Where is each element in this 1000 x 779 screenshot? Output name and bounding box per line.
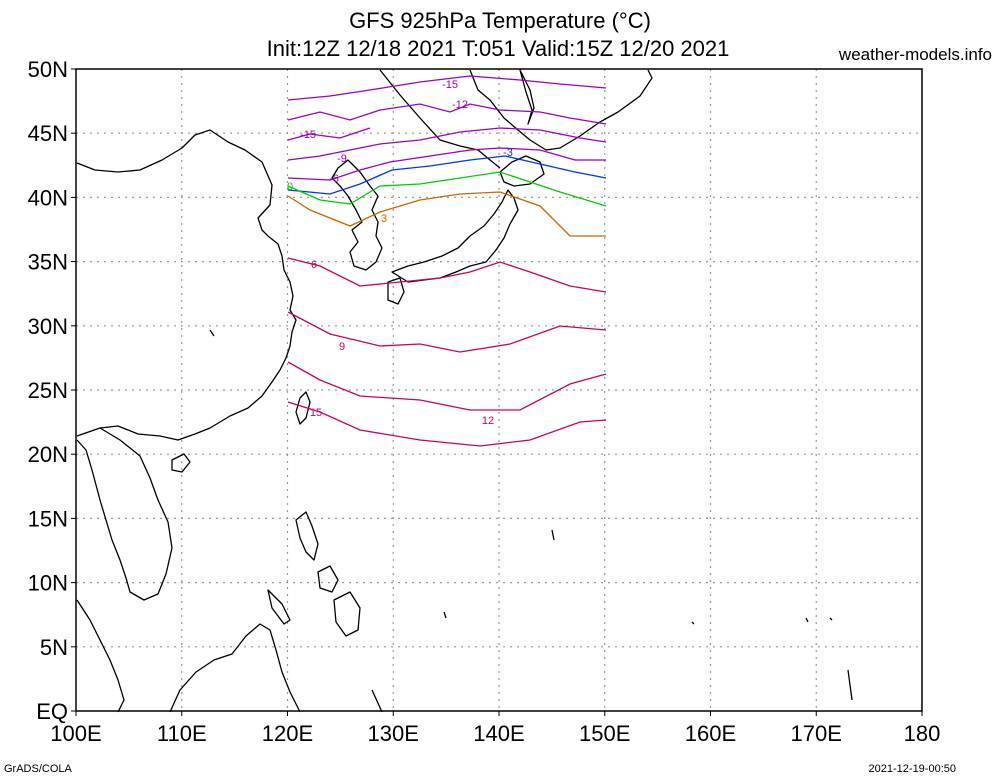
isotherm--3 [287,155,607,195]
lat-tick-label: EQ [36,699,68,724]
japan-hokkaido [499,155,545,187]
sakhalin [519,69,535,125]
isotherm-label: -9 [337,153,347,165]
isotherm-12 [287,361,607,411]
isotherm-label: -15 [300,129,316,141]
lon-tick-label: 110E [157,721,207,746]
lon-tick-label: 160E [685,721,736,746]
lon-tick-label: 180 [904,721,941,746]
isotherm-6 [287,257,607,293]
isotherm-label: -6 [329,173,339,185]
chart-title: GFS 925hPa Temperature (°C) [349,8,651,33]
isotherm-0 [287,171,607,207]
lat-tick-label: 15N [28,506,68,531]
isotherm-label: 12 [482,415,494,427]
coastlines [76,69,853,713]
lon-tick-label: 130E [368,721,419,746]
contour-labels: -15 -12 -15 -9 -6 -3 0 3 6 9 12 15 [287,79,513,427]
isotherm-label: 6 [311,259,317,271]
luzon-coast [295,511,319,561]
taiwan-coast [295,391,311,425]
lon-tick-label: 150E [579,721,630,746]
lon-tick-label: 120E [262,721,313,746]
isotherm--15 [287,75,607,101]
isotherm-15 [287,401,607,447]
lat-tick-label: 10N [28,571,68,596]
footer-credit: GrADS/COLA [4,763,72,775]
lat-axis: EQ 5N 10N 15N 20N 25N 30N 35N 40N 45N 50N [28,57,76,724]
mindanao-coast [333,591,361,637]
visayas-coast [317,565,339,593]
lon-axis: 100E 110E 120E 130E 140E 150E 160E 170E 180 [50,711,940,746]
isotherm--6 [287,147,606,181]
isotherm-3 [287,191,606,237]
isotherm-label: 9 [339,341,345,353]
chart-subtitle: Init:12Z 12/18 2021 T:051 Valid:15Z 12/2… [266,36,730,61]
borneo-coast [169,623,301,713]
isotherm-9 [287,311,607,353]
isotherm-label: -3 [503,147,513,159]
hainan-coast [171,453,191,473]
lat-tick-label: 40N [28,185,68,210]
isotherm-label: 3 [381,213,387,225]
lat-tick-label: 20N [28,442,68,467]
palawan-coast [267,589,291,625]
small-islands [209,329,853,713]
lat-tick-label: 5N [40,635,68,660]
isotherm--9 [287,127,607,161]
temperature-contours [287,75,607,447]
malay-coast [76,599,125,713]
japan-honshu [391,189,519,283]
lat-tick-label: 25N [28,378,68,403]
brand-label: weather-models.info [838,45,992,64]
isotherm-label: -12 [452,99,468,111]
russia-coast [379,69,653,169]
lat-tick-label: 50N [28,57,68,82]
lon-tick-label: 100E [50,721,101,746]
isotherm--15 [287,127,371,141]
china-coast [76,129,297,441]
isotherm-label: -15 [442,79,458,91]
isotherm-label: 0 [287,181,293,193]
lat-tick-label: 35N [28,250,68,275]
lat-tick-label: 45N [28,121,68,146]
lat-tick-label: 30N [28,314,68,339]
footer-timestamp: 2021-12-19-00:50 [868,763,956,775]
japan-kyushu [387,277,405,305]
indochina-coast [76,427,173,601]
lon-tick-label: 170E [791,721,842,746]
isotherm-label: 15 [310,407,322,419]
isotherm--12 [287,103,607,125]
map-grid [76,69,922,711]
lon-tick-label: 140E [473,721,524,746]
